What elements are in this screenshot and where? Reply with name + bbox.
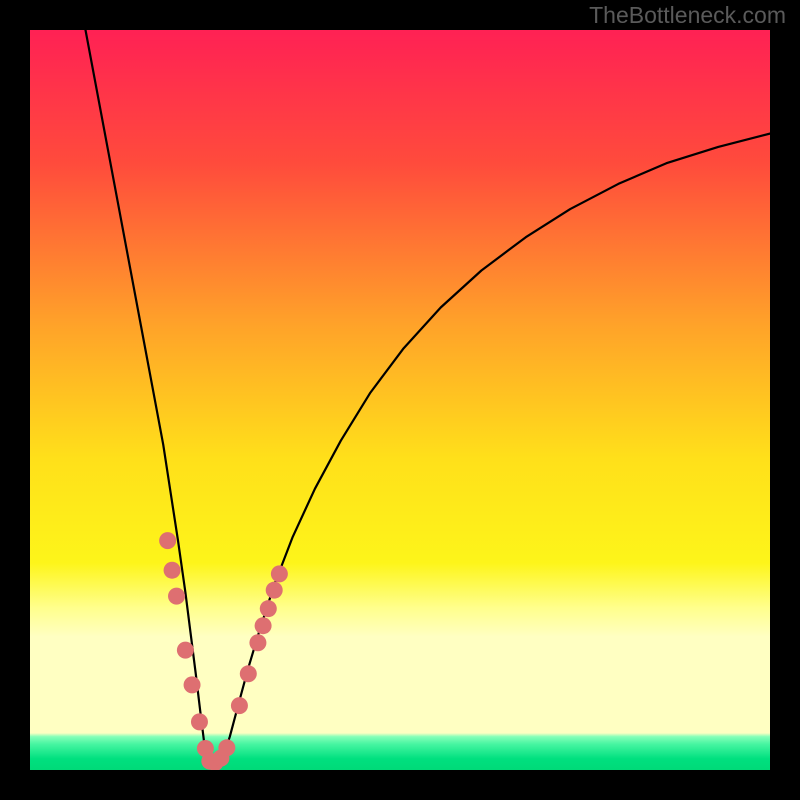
marker-point bbox=[249, 634, 266, 651]
marker-point bbox=[184, 676, 201, 693]
marker-point bbox=[255, 617, 272, 634]
chart-svg bbox=[30, 30, 770, 770]
gradient-background bbox=[30, 30, 770, 770]
marker-point bbox=[260, 600, 277, 617]
marker-point bbox=[218, 739, 235, 756]
marker-point bbox=[231, 697, 248, 714]
watermark-text: TheBottleneck.com bbox=[589, 2, 786, 29]
marker-point bbox=[168, 588, 185, 605]
marker-point bbox=[159, 532, 176, 549]
marker-point bbox=[177, 642, 194, 659]
chart-container: TheBottleneck.com bbox=[0, 0, 800, 800]
marker-point bbox=[240, 665, 257, 682]
plot-area bbox=[30, 30, 770, 770]
marker-point bbox=[191, 713, 208, 730]
marker-point bbox=[266, 582, 283, 599]
marker-point bbox=[271, 565, 288, 582]
marker-point bbox=[164, 562, 181, 579]
